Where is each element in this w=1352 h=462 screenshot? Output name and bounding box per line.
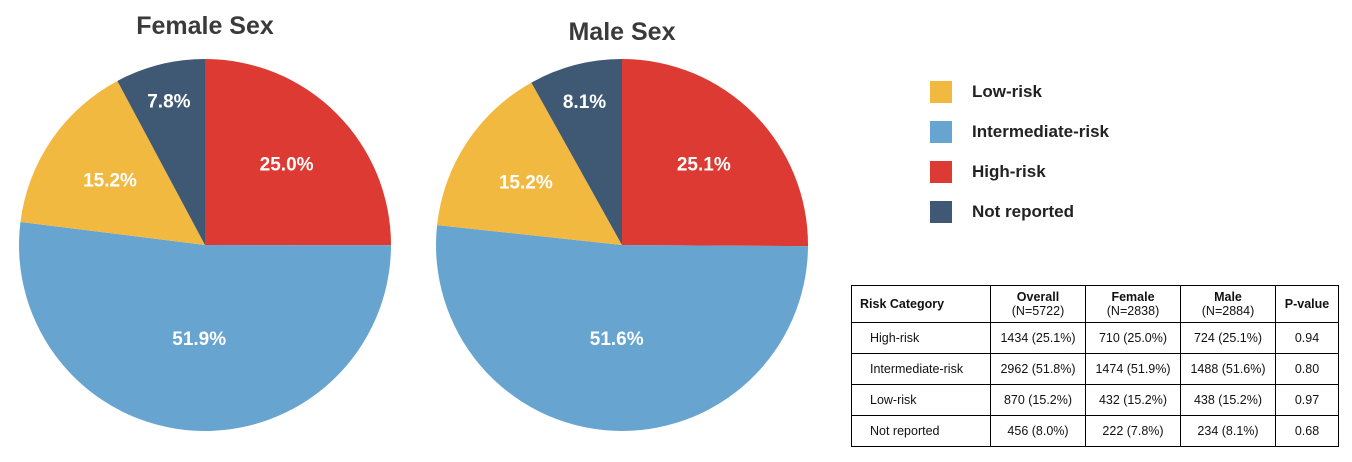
row-label: Low-risk	[851, 384, 991, 416]
header-female: Female (N=2838)	[1085, 285, 1181, 323]
legend-swatch-intermediate-risk	[930, 121, 952, 143]
risk-category-table: Risk Category Overall (N=5722) Female (N=2…	[851, 285, 1339, 447]
legend-item-intermediate-risk: Intermediate-risk	[930, 112, 1109, 152]
legend-item-high-risk: High-risk	[930, 152, 1109, 192]
pie-charts: Female Sex 25.0% 51.9% 15.2% 7.8% Male Sex 25.…	[19, 12, 809, 431]
male-cell: 438 (15.2%)	[1180, 384, 1276, 416]
legend-item-low-risk: Low-risk	[930, 72, 1109, 112]
p-value-cell: 0.68	[1275, 415, 1339, 447]
male-pie-title: Male Sex	[568, 18, 675, 46]
table-row: High-risk 1434 (25.1%) 710 (25.0%) 724 (…	[851, 322, 1339, 354]
row-label: High-risk	[851, 322, 991, 354]
legend-swatch-high-risk	[930, 161, 952, 183]
male-slice-not-reported	[531, 59, 622, 245]
overall-cell: 456 (8.0%)	[990, 415, 1086, 447]
male-cell: 724 (25.1%)	[1180, 322, 1276, 354]
overall-cell: 1434 (25.1%)	[990, 322, 1086, 354]
table-header-row: Risk Category Overall (N=5722) Female (N=2…	[851, 285, 1339, 323]
header-overall: Overall (N=5722)	[990, 285, 1086, 323]
table-row: Not reported 456 (8.0%) 222 (7.8%) 234 (…	[851, 415, 1339, 447]
female-label-not-reported: 7.8%	[147, 92, 190, 113]
legend-item-not-reported: Not reported	[930, 192, 1109, 232]
female-label-low-risk: 15.2%	[83, 171, 137, 192]
legend-label-intermediate-risk: Intermediate-risk	[972, 122, 1109, 141]
female-slice-high-risk	[205, 58, 392, 246]
male-cell: 1488 (51.6%)	[1180, 353, 1276, 385]
male-label-low-risk: 15.2%	[499, 172, 553, 193]
legend-label-high-risk: High-risk	[972, 162, 1046, 181]
female-label-high-risk: 25.0%	[260, 155, 314, 176]
overall-cell: 2962 (51.8%)	[990, 353, 1086, 385]
p-value-cell: 0.94	[1275, 322, 1339, 354]
legend: Low-risk Intermediate-risk High-risk Not…	[930, 72, 1109, 232]
male-slice-high-risk	[622, 59, 809, 247]
male-slice-intermediate-risk	[436, 225, 808, 431]
female-slice-not-reported	[117, 59, 205, 245]
legend-swatch-low-risk	[930, 81, 952, 103]
header-risk-category: Risk Category	[851, 285, 991, 323]
table-row: Low-risk 870 (15.2%) 432 (15.2%) 438 (15…	[851, 384, 1339, 416]
header-p-value: P-value	[1275, 285, 1339, 323]
male-cell: 234 (8.1%)	[1180, 415, 1276, 447]
female-cell: 222 (7.8%)	[1085, 415, 1181, 447]
female-label-intermediate-risk: 51.9%	[172, 329, 226, 350]
table-row: Intermediate-risk 2962 (51.8%) 1474 (51.…	[851, 353, 1339, 385]
female-slice-low-risk	[20, 80, 206, 245]
male-slice-low-risk	[437, 82, 622, 245]
legend-label-not-reported: Not reported	[972, 202, 1074, 221]
row-label: Intermediate-risk	[851, 353, 991, 385]
female-pie-title: Female Sex	[136, 12, 274, 40]
male-label-not-reported: 8.1%	[563, 92, 606, 113]
female-cell: 1474 (51.9%)	[1085, 353, 1181, 385]
header-male: Male (N=2884)	[1180, 285, 1276, 323]
overall-cell: 870 (15.2%)	[990, 384, 1086, 416]
female-slice-intermediate-risk	[19, 221, 391, 431]
legend-swatch-not-reported	[930, 201, 952, 223]
p-value-cell: 0.97	[1275, 384, 1339, 416]
legend-label-low-risk: Low-risk	[972, 82, 1042, 101]
p-value-cell: 0.80	[1275, 353, 1339, 385]
male-label-high-risk: 25.1%	[677, 155, 731, 176]
female-cell: 432 (15.2%)	[1085, 384, 1181, 416]
male-label-intermediate-risk: 51.6%	[590, 329, 644, 350]
female-cell: 710 (25.0%)	[1085, 322, 1181, 354]
row-label: Not reported	[851, 415, 991, 447]
